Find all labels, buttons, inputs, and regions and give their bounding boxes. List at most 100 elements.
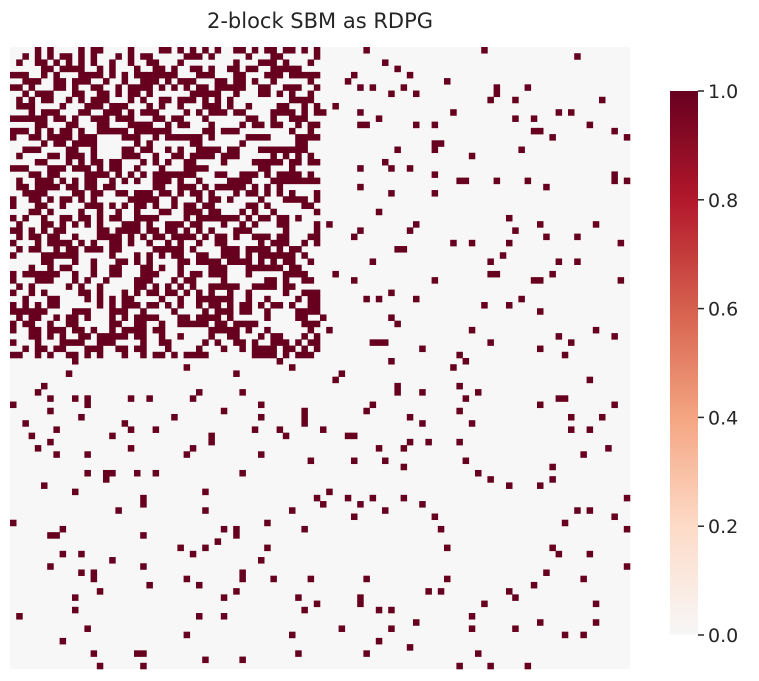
- heatmap-cell: [53, 171, 60, 178]
- heatmap-cell: [251, 320, 259, 328]
- heatmap-cell: [295, 177, 302, 185]
- heatmap-cell: [251, 246, 259, 253]
- heatmap-cell: [72, 233, 79, 241]
- heatmap-cell: [84, 469, 91, 477]
- heatmap-cell: [103, 339, 110, 346]
- heatmap-cell: [22, 146, 29, 154]
- heatmap-cell: [189, 165, 197, 172]
- heatmap-cell: [313, 339, 321, 346]
- heatmap-cell: [245, 302, 253, 309]
- heatmap-cell: [59, 177, 67, 185]
- heatmap-cell: [53, 134, 60, 141]
- heatmap-cell: [208, 438, 215, 446]
- heatmap-cell: [456, 662, 463, 670]
- heatmap-cell: [276, 177, 284, 185]
- heatmap-cell: [289, 631, 296, 639]
- heatmap-cell: [605, 445, 612, 452]
- heatmap-cell: [59, 115, 67, 122]
- heatmap-cell: [72, 221, 79, 228]
- heatmap-cell: [183, 277, 191, 284]
- heatmap-cell: [134, 190, 141, 197]
- heatmap-cell: [34, 146, 42, 154]
- heatmap-cell: [437, 140, 445, 147]
- heatmap-cell: [301, 320, 308, 328]
- heatmap-cell: [282, 221, 290, 228]
- heatmap-cell: [220, 270, 228, 278]
- heatmap-cell: [96, 588, 104, 595]
- heatmap-cell: [177, 78, 184, 85]
- heatmap-cell: [437, 525, 445, 533]
- heatmap-cell: [127, 109, 135, 116]
- heatmap-cell: [72, 140, 79, 147]
- heatmap-cell: [140, 333, 147, 340]
- heatmap-cell: [313, 221, 321, 228]
- heatmap-cell: [487, 258, 494, 265]
- heatmap-cell: [239, 258, 246, 265]
- heatmap-cell: [227, 314, 234, 321]
- heatmap-cell: [171, 134, 178, 141]
- heatmap-cell: [208, 214, 215, 222]
- heatmap-cell: [400, 445, 408, 452]
- heatmap-cell: [537, 401, 544, 409]
- heatmap-cell: [251, 115, 259, 122]
- heatmap-cell: [65, 59, 73, 66]
- heatmap-cell: [375, 208, 383, 216]
- heatmap-cell: [16, 115, 23, 122]
- heatmap-cell: [72, 395, 79, 402]
- heatmap-cell: [146, 102, 153, 110]
- heatmap-cell: [134, 127, 141, 135]
- heatmap-cell: [34, 208, 42, 216]
- heatmap-cell: [493, 84, 501, 91]
- heatmap-cell: [611, 513, 618, 521]
- heatmap-cell: [276, 358, 284, 365]
- heatmap-cell: [282, 258, 290, 265]
- heatmap-cell: [220, 613, 228, 620]
- heatmap-cell: [165, 171, 172, 178]
- heatmap-cell: [220, 214, 228, 222]
- heatmap-cell: [295, 158, 302, 166]
- heatmap-cell: [72, 121, 79, 129]
- heatmap-cell: [134, 221, 141, 228]
- heatmap-cell: [220, 171, 228, 178]
- heatmap-cell: [177, 152, 184, 160]
- heatmap-cell: [506, 482, 513, 489]
- heatmap-cell: [34, 171, 42, 178]
- heatmap-cell: [388, 606, 395, 614]
- heatmap-cell: [208, 314, 215, 321]
- heatmap-cell: [96, 115, 104, 122]
- heatmap-cell: [10, 227, 17, 234]
- heatmap-cell: [72, 594, 79, 601]
- heatmap-cell: [177, 59, 184, 66]
- heatmap-cell: [171, 152, 178, 160]
- heatmap-cell: [84, 165, 91, 172]
- heatmap-cell: [34, 196, 42, 203]
- heatmap-cell: [134, 320, 141, 328]
- heatmap-cell: [307, 308, 315, 315]
- heatmap-cell: [115, 115, 122, 122]
- heatmap-cell: [127, 239, 135, 247]
- heatmap-cell: [202, 47, 209, 54]
- heatmap-cell: [196, 252, 203, 259]
- heatmap-cell: [419, 420, 426, 427]
- heatmap-cell: [115, 102, 122, 110]
- heatmap-cell: [276, 221, 284, 228]
- heatmap-cell: [264, 277, 271, 284]
- heatmap-cell: [276, 190, 284, 197]
- heatmap-cell: [96, 165, 104, 172]
- heatmap-cell: [59, 239, 67, 247]
- heatmap-cell: [165, 121, 172, 129]
- heatmap-cell: [196, 345, 203, 353]
- heatmap-cell: [109, 165, 116, 172]
- heatmap-cell: [152, 71, 160, 79]
- heatmap-cell: [127, 295, 135, 303]
- heatmap-cell: [28, 78, 36, 85]
- heatmap-cell: [537, 308, 544, 315]
- heatmap-cell: [338, 625, 346, 632]
- colorbar: 0.00.20.40.60.81.0: [670, 81, 738, 647]
- heatmap-cell: [270, 158, 277, 166]
- heatmap-cell: [220, 326, 228, 334]
- heatmap-cell: [115, 258, 122, 265]
- heatmap-cell: [617, 277, 625, 284]
- heatmap-cell: [227, 102, 234, 110]
- heatmap-cell: [41, 289, 48, 297]
